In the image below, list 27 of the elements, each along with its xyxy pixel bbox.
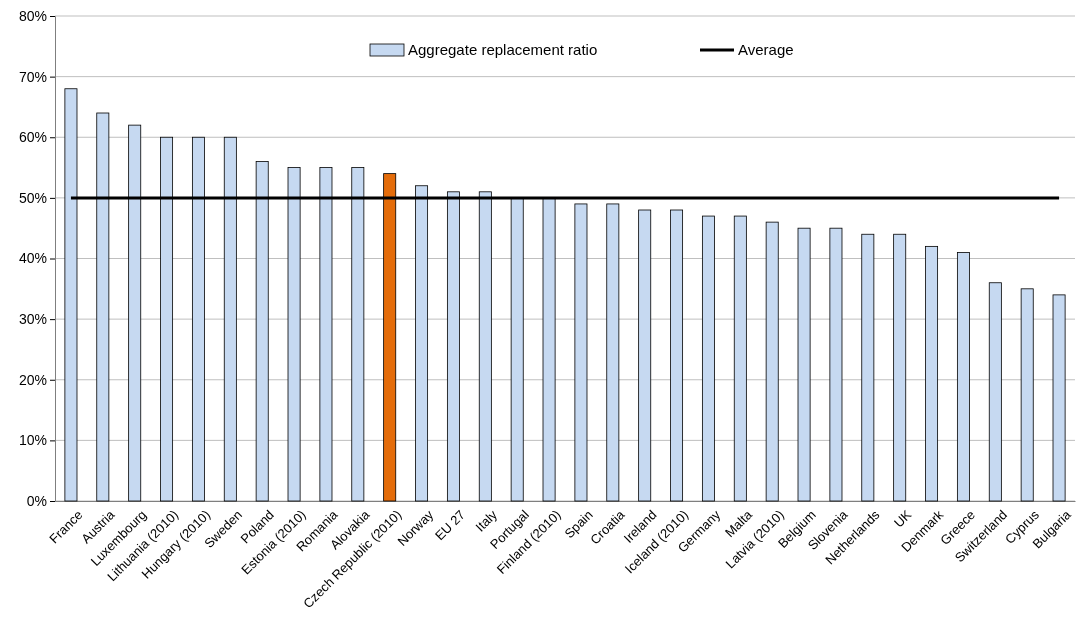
bar <box>861 233 875 502</box>
y-tick-label: 20% <box>18 371 47 388</box>
legend-label: Average <box>738 41 794 58</box>
y-tick-label: 50% <box>18 189 47 206</box>
bar <box>701 215 715 502</box>
bar <box>1052 294 1066 502</box>
bar <box>670 209 684 502</box>
y-tick-label: 40% <box>18 250 47 267</box>
y-tick-label: 60% <box>18 129 47 146</box>
bar <box>893 233 907 502</box>
bar <box>797 227 811 502</box>
bar <box>638 209 652 502</box>
bar <box>733 215 747 502</box>
legend-label: Aggregate replacement ratio <box>408 41 598 58</box>
y-tick-label: 30% <box>18 311 47 328</box>
bar <box>925 245 939 502</box>
y-tick-label: 70% <box>18 68 47 85</box>
y-tick-label: 0% <box>26 492 47 509</box>
bar <box>988 282 1002 502</box>
bar <box>574 203 588 502</box>
bar <box>956 252 970 502</box>
bar <box>765 221 779 502</box>
bar <box>829 227 843 502</box>
y-tick-label: 10% <box>18 432 47 449</box>
y-tick-label: 80% <box>18 7 47 24</box>
bar <box>1020 288 1034 502</box>
bar <box>606 203 620 502</box>
